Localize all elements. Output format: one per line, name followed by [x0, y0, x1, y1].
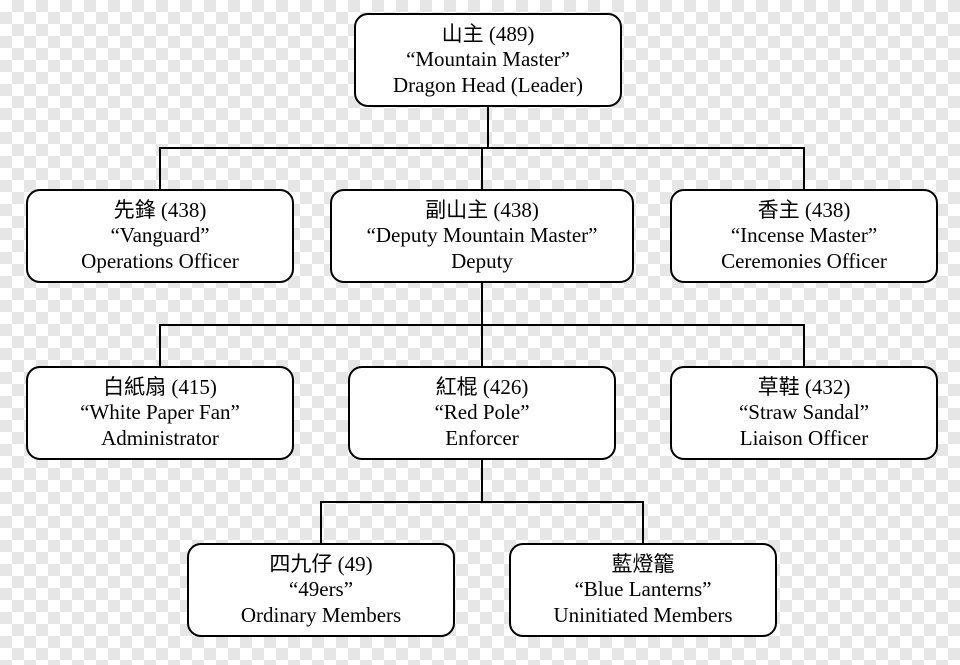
node-line1: 副山主 (438)	[340, 198, 624, 224]
node-line3: Administrator	[36, 426, 284, 452]
node-vanguard: 先鋒 (438) “Vanguard” Operations Officer	[26, 189, 294, 283]
node-line1: 白紙扇 (415)	[36, 375, 284, 401]
node-line2: “Straw Sandal”	[680, 400, 928, 426]
node-white-paper-fan: 白紙扇 (415) “White Paper Fan” Administrato…	[26, 366, 294, 460]
node-deputy-mountain-master: 副山主 (438) “Deputy Mountain Master” Deput…	[330, 189, 634, 283]
node-incense-master: 香主 (438) “Incense Master” Ceremonies Off…	[670, 189, 938, 283]
node-blue-lanterns: 藍燈籠 “Blue Lanterns” Uninitiated Members	[509, 543, 777, 637]
node-line1: 紅棍 (426)	[358, 375, 606, 401]
node-line1: 藍燈籠	[519, 552, 767, 578]
node-red-pole: 紅棍 (426) “Red Pole” Enforcer	[348, 366, 616, 460]
node-line3: Ordinary Members	[197, 603, 445, 629]
node-line2: “49ers”	[197, 577, 445, 603]
node-line3: Enforcer	[358, 426, 606, 452]
node-line2: “Deputy Mountain Master”	[340, 223, 624, 249]
node-line1: 草鞋 (432)	[680, 375, 928, 401]
node-line1: 先鋒 (438)	[36, 198, 284, 224]
node-line2: “White Paper Fan”	[36, 400, 284, 426]
node-line2: “Mountain Master”	[364, 47, 612, 73]
node-line2: “Blue Lanterns”	[519, 577, 767, 603]
node-line1: 香主 (438)	[680, 198, 928, 224]
node-line2: “Red Pole”	[358, 400, 606, 426]
node-line3: Dragon Head (Leader)	[364, 73, 612, 99]
node-line3: Liaison Officer	[680, 426, 928, 452]
node-line3: Deputy	[340, 249, 624, 275]
node-line1: 四九仔 (49)	[197, 552, 445, 578]
node-line1: 山主 (489)	[364, 22, 612, 48]
node-line3: Operations Officer	[36, 249, 284, 275]
node-straw-sandal: 草鞋 (432) “Straw Sandal” Liaison Officer	[670, 366, 938, 460]
node-49ers: 四九仔 (49) “49ers” Ordinary Members	[187, 543, 455, 637]
node-line2: “Incense Master”	[680, 223, 928, 249]
node-line3: Uninitiated Members	[519, 603, 767, 629]
node-mountain-master: 山主 (489) “Mountain Master” Dragon Head (…	[354, 13, 622, 107]
node-line3: Ceremonies Officer	[680, 249, 928, 275]
node-line2: “Vanguard”	[36, 223, 284, 249]
